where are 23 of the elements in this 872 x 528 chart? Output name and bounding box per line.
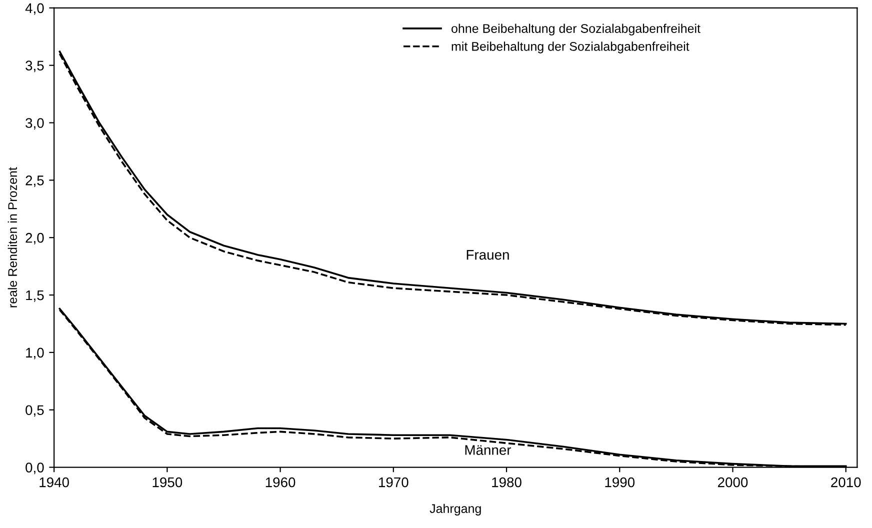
y-tick-label: 2,0 [26, 232, 44, 244]
y-tick-label: 0,5 [26, 405, 44, 417]
y-tick-label: 1,0 [26, 348, 44, 360]
y-tick-label: 0,0 [26, 462, 44, 474]
x-tick-label: 1940 [40, 477, 69, 488]
y-tick-label: 4,0 [25, 3, 44, 15]
x-tick-label: 1950 [152, 477, 182, 488]
x-axis-title: Jahrgang [430, 504, 481, 516]
x-tick-label: 2010 [831, 477, 861, 488]
x-tick-label: 1990 [605, 477, 635, 488]
x-tick-label: 1960 [266, 477, 296, 488]
y-axis-title: reale Renditen in Prozent [8, 167, 18, 308]
y-tick-label: 1,5 [26, 290, 44, 302]
y-tick-label: 2,5 [26, 176, 44, 187]
legend-label: mit Beibehaltung der Sozialabgabenfreiheit [452, 42, 690, 54]
y-tick-label: 3,5 [26, 60, 44, 72]
x-tick-label: 2000 [718, 477, 748, 488]
x-tick-label: 1970 [379, 477, 408, 488]
x-tick-label: 1980 [492, 477, 522, 488]
y-tick-label: 3,0 [26, 118, 44, 130]
annotation: Männer [465, 445, 512, 455]
annotation: Frauen [466, 250, 509, 260]
legend-label: ohne Beibehaltung der Sozialabgabenfreiheit [452, 24, 700, 36]
